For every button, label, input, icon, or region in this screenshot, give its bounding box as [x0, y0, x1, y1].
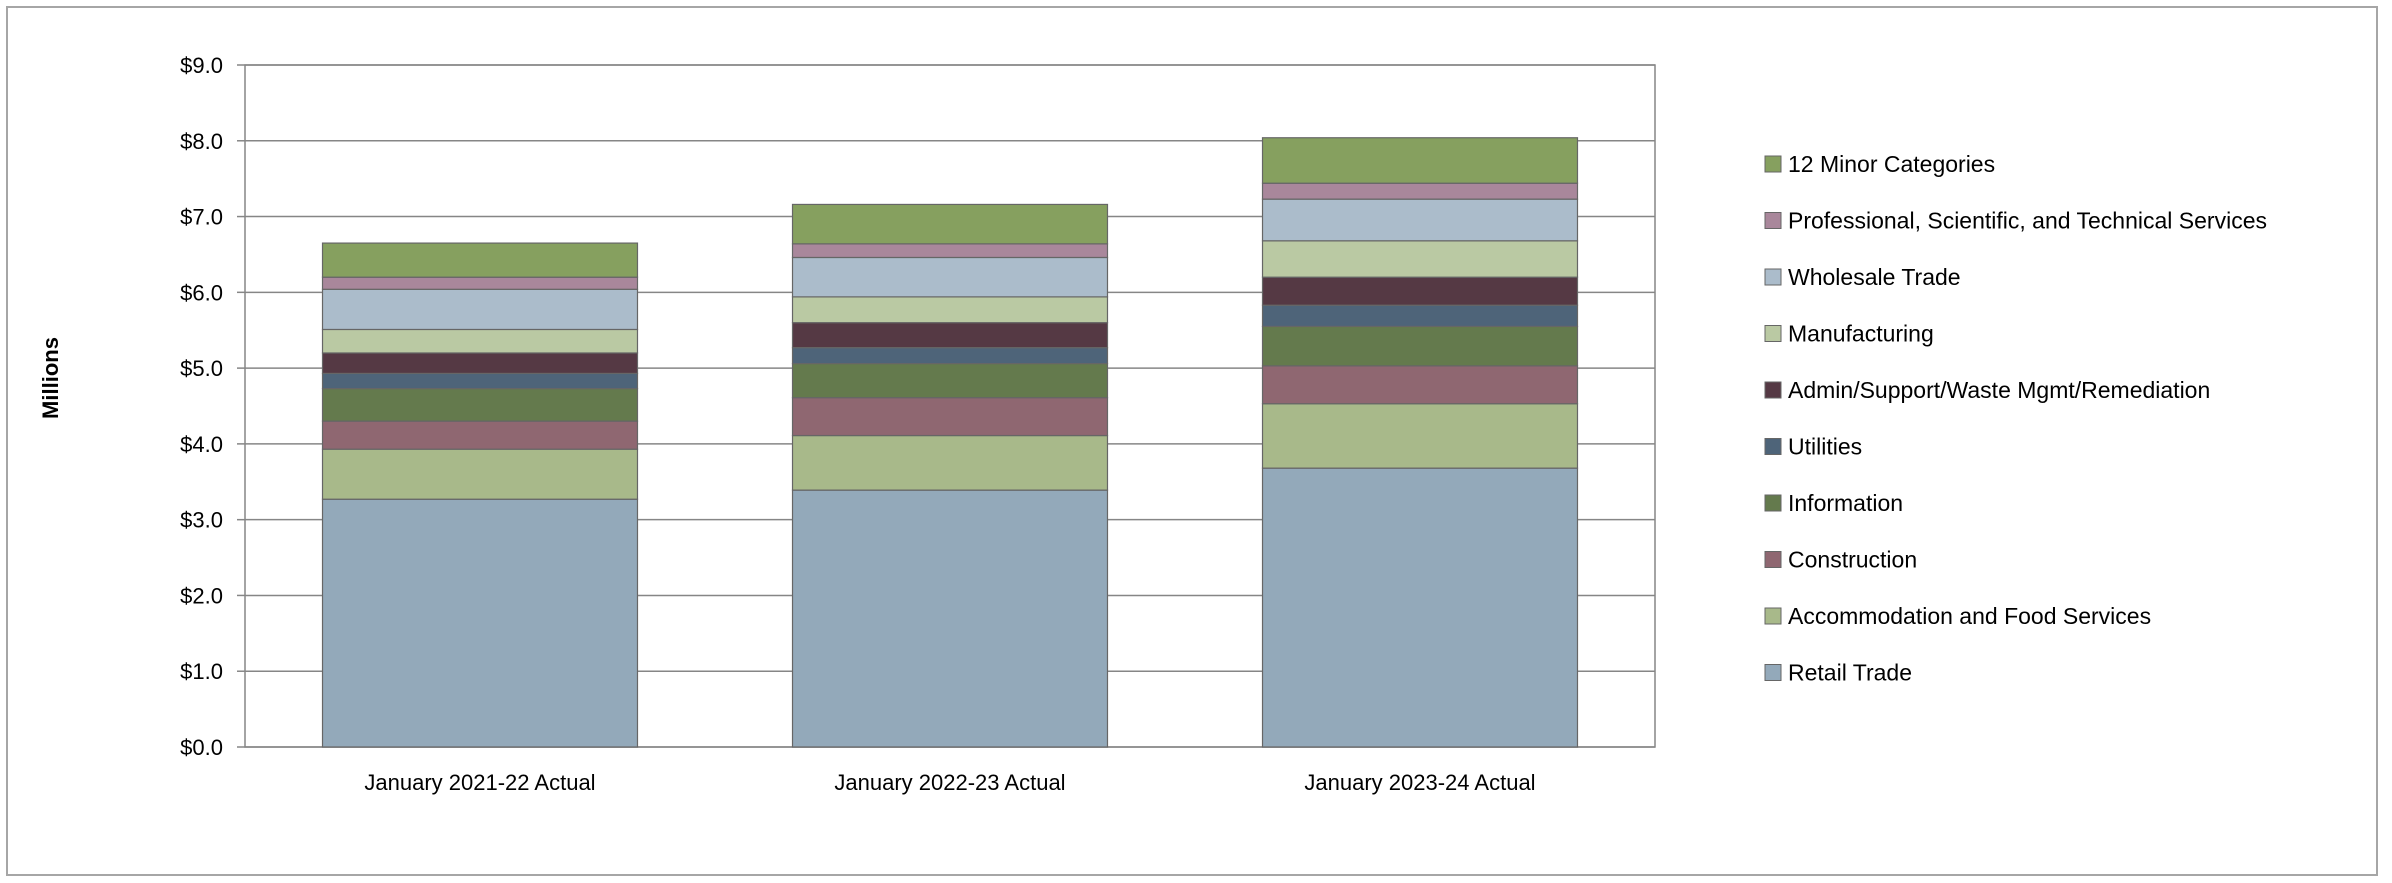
bar-segment	[321, 387, 639, 422]
bar-segment	[791, 347, 1109, 365]
legend-swatch	[1764, 664, 1782, 681]
bar-segment	[1261, 240, 1579, 278]
bar-segment	[791, 362, 1109, 399]
bar-segment	[1261, 365, 1579, 405]
bar-segment	[1261, 137, 1579, 184]
bar-segment	[791, 434, 1109, 491]
x-tick-label: January 2022-23 Actual	[834, 770, 1065, 795]
bar-segment	[791, 322, 1109, 349]
bar-segment	[321, 372, 639, 390]
legend-swatch	[1764, 268, 1782, 286]
bar-segment	[321, 420, 639, 450]
legend: 12 Minor Categories Professional, Scienti…	[1764, 151, 2267, 686]
legend-label: 12 Minor Categories	[1788, 151, 1995, 177]
legend-swatch	[1764, 212, 1782, 229]
legend-swatch	[1764, 381, 1782, 399]
y-tick-label: $8.0	[180, 129, 223, 154]
bar-segment	[321, 448, 639, 500]
bar-segment	[1261, 182, 1579, 200]
bar-segment	[321, 242, 639, 278]
bar-segment	[321, 328, 639, 354]
y-tick-label: $0.0	[180, 735, 223, 760]
legend-swatch	[1764, 325, 1782, 342]
y-tick-label: $9.0	[180, 53, 223, 78]
bar-segment	[791, 203, 1109, 245]
legend-label: Accommodation and Food Services	[1788, 603, 2151, 629]
y-tick-label: $6.0	[180, 280, 223, 305]
bar-segment	[1261, 403, 1579, 469]
x-tick-label: January 2023-24 Actual	[1304, 770, 1535, 795]
bar-segment	[321, 352, 639, 375]
y-tick-label: $4.0	[180, 432, 223, 457]
bar-segment	[321, 276, 639, 290]
bar-segment	[791, 256, 1109, 298]
y-axis-label: Millions	[38, 337, 63, 419]
legend-label: Construction	[1788, 547, 1917, 573]
legend-label: Wholesale Trade	[1788, 264, 1961, 290]
legend-swatch	[1764, 155, 1782, 173]
y-tick-label: $5.0	[180, 356, 223, 381]
bar-segment	[791, 397, 1109, 437]
bar-segment	[321, 498, 639, 748]
legend-label: Admin/Support/Waste Mgmt/Remediation	[1788, 377, 2210, 403]
bar-segment	[791, 489, 1109, 748]
legend-swatch	[1764, 494, 1782, 512]
legend-label: Professional, Scientific, and Technical …	[1788, 208, 2267, 234]
legend-swatch	[1764, 607, 1782, 625]
legend-label: Manufacturing	[1788, 321, 1934, 347]
legend-label: Information	[1788, 490, 1903, 516]
bar-segment	[321, 288, 639, 331]
bar-segment	[1261, 467, 1579, 748]
legend-label: Utilities	[1788, 434, 1862, 460]
y-tick-label: $2.0	[180, 583, 223, 608]
bar-segment	[1261, 198, 1579, 242]
legend-swatch	[1764, 438, 1782, 455]
x-tick-label: January 2021-22 Actual	[364, 770, 595, 795]
bar-segment	[1261, 276, 1579, 306]
bar-segment	[1261, 325, 1579, 367]
bars	[321, 137, 1579, 748]
y-tick-label: $1.0	[180, 659, 223, 684]
axes: $0.0 $1.0 $2.0 $3.0 $4.0 $5.0 $6.0 $7.0 $8.0 $9.0…	[180, 53, 1535, 795]
y-tick-label: $7.0	[180, 205, 223, 230]
legend-swatch	[1764, 551, 1782, 568]
legend-label: Retail Trade	[1788, 660, 1912, 686]
y-tick-label: $3.0	[180, 508, 223, 533]
bar-segment	[791, 243, 1109, 259]
bar-segment	[1261, 304, 1579, 328]
bar-segment	[791, 296, 1109, 324]
